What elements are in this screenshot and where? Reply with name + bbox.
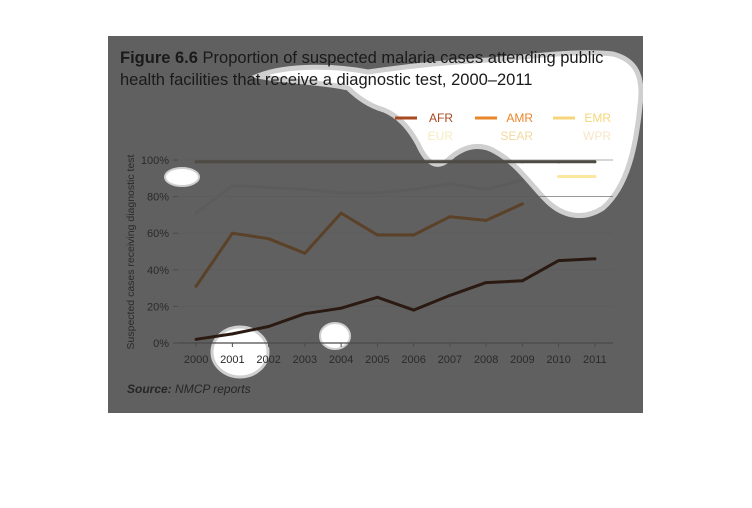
data-point-wpr — [194, 211, 198, 215]
legend: AFR AMR EMR EUR SEAR WPR — [395, 111, 611, 143]
legend-label-eur: EUR — [428, 129, 454, 143]
x-tick-label: 2001 — [220, 354, 244, 366]
data-point-amr — [448, 215, 452, 219]
x-tick-label: 2006 — [401, 354, 425, 366]
legend-label-amr: AMR — [506, 111, 533, 125]
x-tick-label: 2002 — [256, 354, 280, 366]
data-point-afr — [484, 281, 488, 285]
x-tick-label: 2011 — [583, 354, 607, 366]
white-overlay-blobs — [164, 50, 643, 379]
series-line-amr — [194, 202, 524, 288]
data-point-amr — [375, 233, 379, 237]
white-blob-small-left — [164, 167, 200, 187]
white-blob-2004 — [319, 322, 351, 350]
figure-title-text: Proportion of suspected malaria cases at… — [120, 49, 604, 89]
data-point-wpr — [520, 178, 524, 182]
data-point-wpr — [412, 187, 416, 191]
white-blob-large — [249, 50, 643, 218]
data-point-sear — [520, 160, 524, 164]
data-point-emr — [557, 175, 561, 178]
legend-label-emr: EMR — [584, 111, 611, 125]
data-point-amr — [484, 218, 488, 222]
white-blob-bottom — [210, 325, 270, 379]
data-point-sear — [303, 160, 307, 164]
data-point-afr — [557, 259, 561, 263]
data-point-afr — [593, 257, 597, 261]
data-point-afr — [520, 279, 524, 283]
x-tick-label: 2004 — [329, 354, 353, 366]
y-tick-label: 0% — [153, 338, 169, 350]
data-point-afr — [194, 337, 198, 341]
data-point-afr — [448, 294, 452, 297]
y-tick-label: 40% — [147, 265, 169, 277]
data-point-afr — [230, 332, 234, 336]
x-tick-label: 2010 — [546, 354, 570, 366]
data-point-emr — [593, 175, 597, 178]
data-point-sear — [448, 160, 452, 164]
y-axis-label: Suspected cases receiving diagnostic tes… — [125, 154, 137, 349]
x-tick-label: 2005 — [365, 354, 389, 366]
data-point-wpr — [267, 186, 271, 189]
data-point-afr — [339, 306, 343, 310]
data-point-sear — [593, 160, 597, 164]
data-point-amr — [303, 251, 307, 255]
legend-label-sear: SEAR — [500, 129, 533, 143]
data-point-amr — [520, 202, 524, 206]
source-text: NMCP reports — [175, 382, 251, 396]
x-tick-label: 2003 — [293, 354, 317, 366]
data-point-sear — [557, 160, 561, 164]
series-line-wpr — [194, 178, 524, 215]
data-point-afr — [375, 295, 379, 299]
x-tick-label: 2009 — [510, 354, 534, 366]
data-point-wpr — [303, 187, 307, 191]
data-point-sear — [412, 160, 416, 164]
data-point-amr — [412, 233, 416, 237]
data-point-sear — [339, 160, 343, 164]
y-tick-label: 60% — [147, 228, 169, 240]
data-point-afr — [412, 308, 416, 312]
source-note: Source: NMCP reports — [127, 382, 251, 396]
figure-label: Figure 6.6 — [120, 49, 198, 67]
data-point-wpr — [484, 187, 488, 191]
data-point-amr — [267, 237, 271, 241]
y-tick-label: 20% — [147, 301, 169, 313]
data-point-wpr — [448, 182, 452, 186]
data-point-afr — [303, 312, 307, 316]
data-point-sear — [194, 160, 198, 164]
data-point-amr — [339, 211, 343, 215]
x-tick-label: 2008 — [474, 354, 498, 366]
data-point-afr — [267, 325, 271, 328]
chart: Suspected cases receiving diagnostic tes… — [125, 50, 643, 379]
data-point-wpr — [230, 184, 234, 188]
x-tick-label: 2007 — [438, 354, 462, 366]
data-point-amr — [230, 231, 234, 235]
data-point-sear — [375, 160, 379, 164]
y-tick-label: 100% — [141, 155, 169, 167]
legend-label-wpr: WPR — [583, 129, 611, 143]
data-point-sear — [484, 160, 488, 164]
y-tick-label: 80% — [147, 192, 169, 204]
data-point-sear — [267, 160, 271, 164]
series-line-afr — [194, 257, 597, 341]
data-point-wpr — [375, 191, 379, 195]
figure-panel: Suspected cases receiving diagnostic tes… — [108, 36, 643, 413]
figure-title: Figure 6.6 Proportion of suspected malar… — [120, 47, 640, 91]
x-tick-label: 2000 — [184, 354, 208, 366]
legend-label-afr: AFR — [429, 111, 453, 125]
data-point-sear — [230, 160, 234, 164]
source-label: Source: — [127, 382, 172, 396]
data-point-amr — [194, 284, 198, 288]
data-point-wpr — [339, 191, 343, 195]
